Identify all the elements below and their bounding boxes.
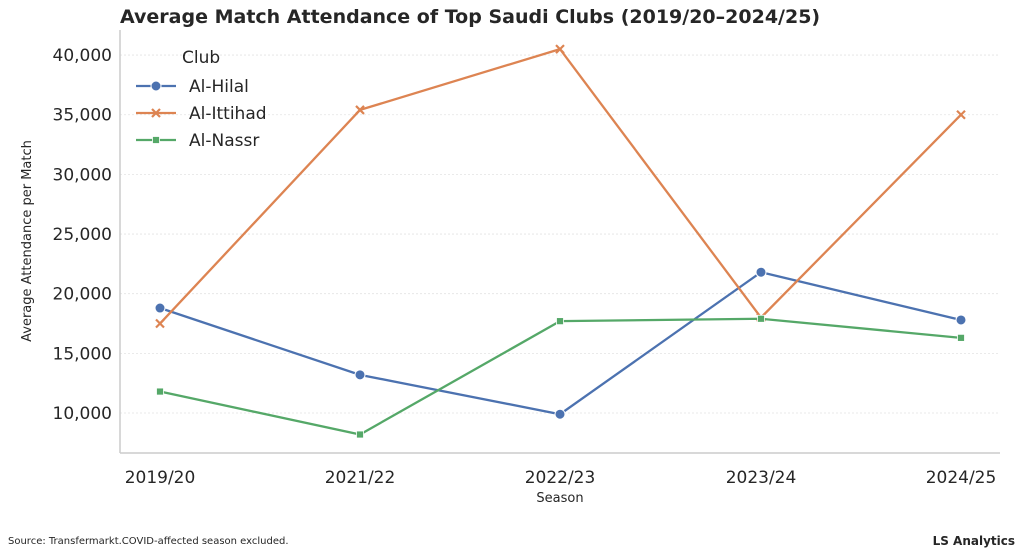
data-point [154, 302, 166, 314]
legend-marker [151, 108, 161, 118]
data-point [757, 314, 765, 323]
source-note: Source: Transfermarkt.COVID-affected sea… [8, 536, 289, 547]
data-point [555, 44, 565, 54]
brand-label: LS Analytics [933, 534, 1015, 548]
data-point [356, 430, 364, 439]
x-tick-label: 2019/20 [125, 468, 196, 488]
y-tick-label: 15,000 [53, 344, 112, 364]
series-al-nassr [156, 314, 965, 439]
chart-title: Average Match Attendance of Top Saudi Cl… [120, 6, 820, 28]
legend-label: Al-Hilal [189, 77, 249, 97]
legend: Club Al-Hilal Al-Ittihad Al-Nassr [136, 48, 267, 151]
data-point [355, 105, 365, 115]
y-tick-label: 35,000 [53, 106, 112, 126]
data-point [554, 408, 566, 420]
data-point [155, 318, 165, 329]
y-tick-label: 40,000 [53, 46, 112, 66]
data-point [957, 333, 965, 342]
data-point [556, 317, 564, 326]
legend-label: Al-Nassr [189, 131, 259, 151]
y-tick-label: 30,000 [53, 165, 112, 185]
legend-label: Al-Ittihad [189, 104, 267, 124]
x-tick-label: 2024/25 [926, 468, 997, 488]
y-tick-label: 20,000 [53, 285, 112, 305]
y-tick-label: 25,000 [53, 225, 112, 245]
data-point [955, 314, 967, 326]
series-al-ittihad [155, 44, 966, 329]
series-al-hilal [154, 266, 967, 420]
data-point [156, 387, 164, 396]
legend-marker [150, 80, 162, 92]
x-tick-label: 2022/23 [525, 468, 596, 488]
data-point [956, 109, 966, 120]
x-tick-label: 2023/24 [726, 468, 797, 488]
legend-title: Club [182, 48, 220, 68]
legend-marker [152, 136, 160, 144]
data-point [755, 266, 767, 278]
x-axis-label: Season [536, 491, 583, 506]
series-line [159, 47, 962, 325]
x-tick-label: 2021/22 [325, 468, 396, 488]
y-tick-label: 10,000 [53, 404, 112, 424]
y-axis-label: Average Attendance per Match [20, 140, 35, 342]
data-point [354, 369, 366, 381]
